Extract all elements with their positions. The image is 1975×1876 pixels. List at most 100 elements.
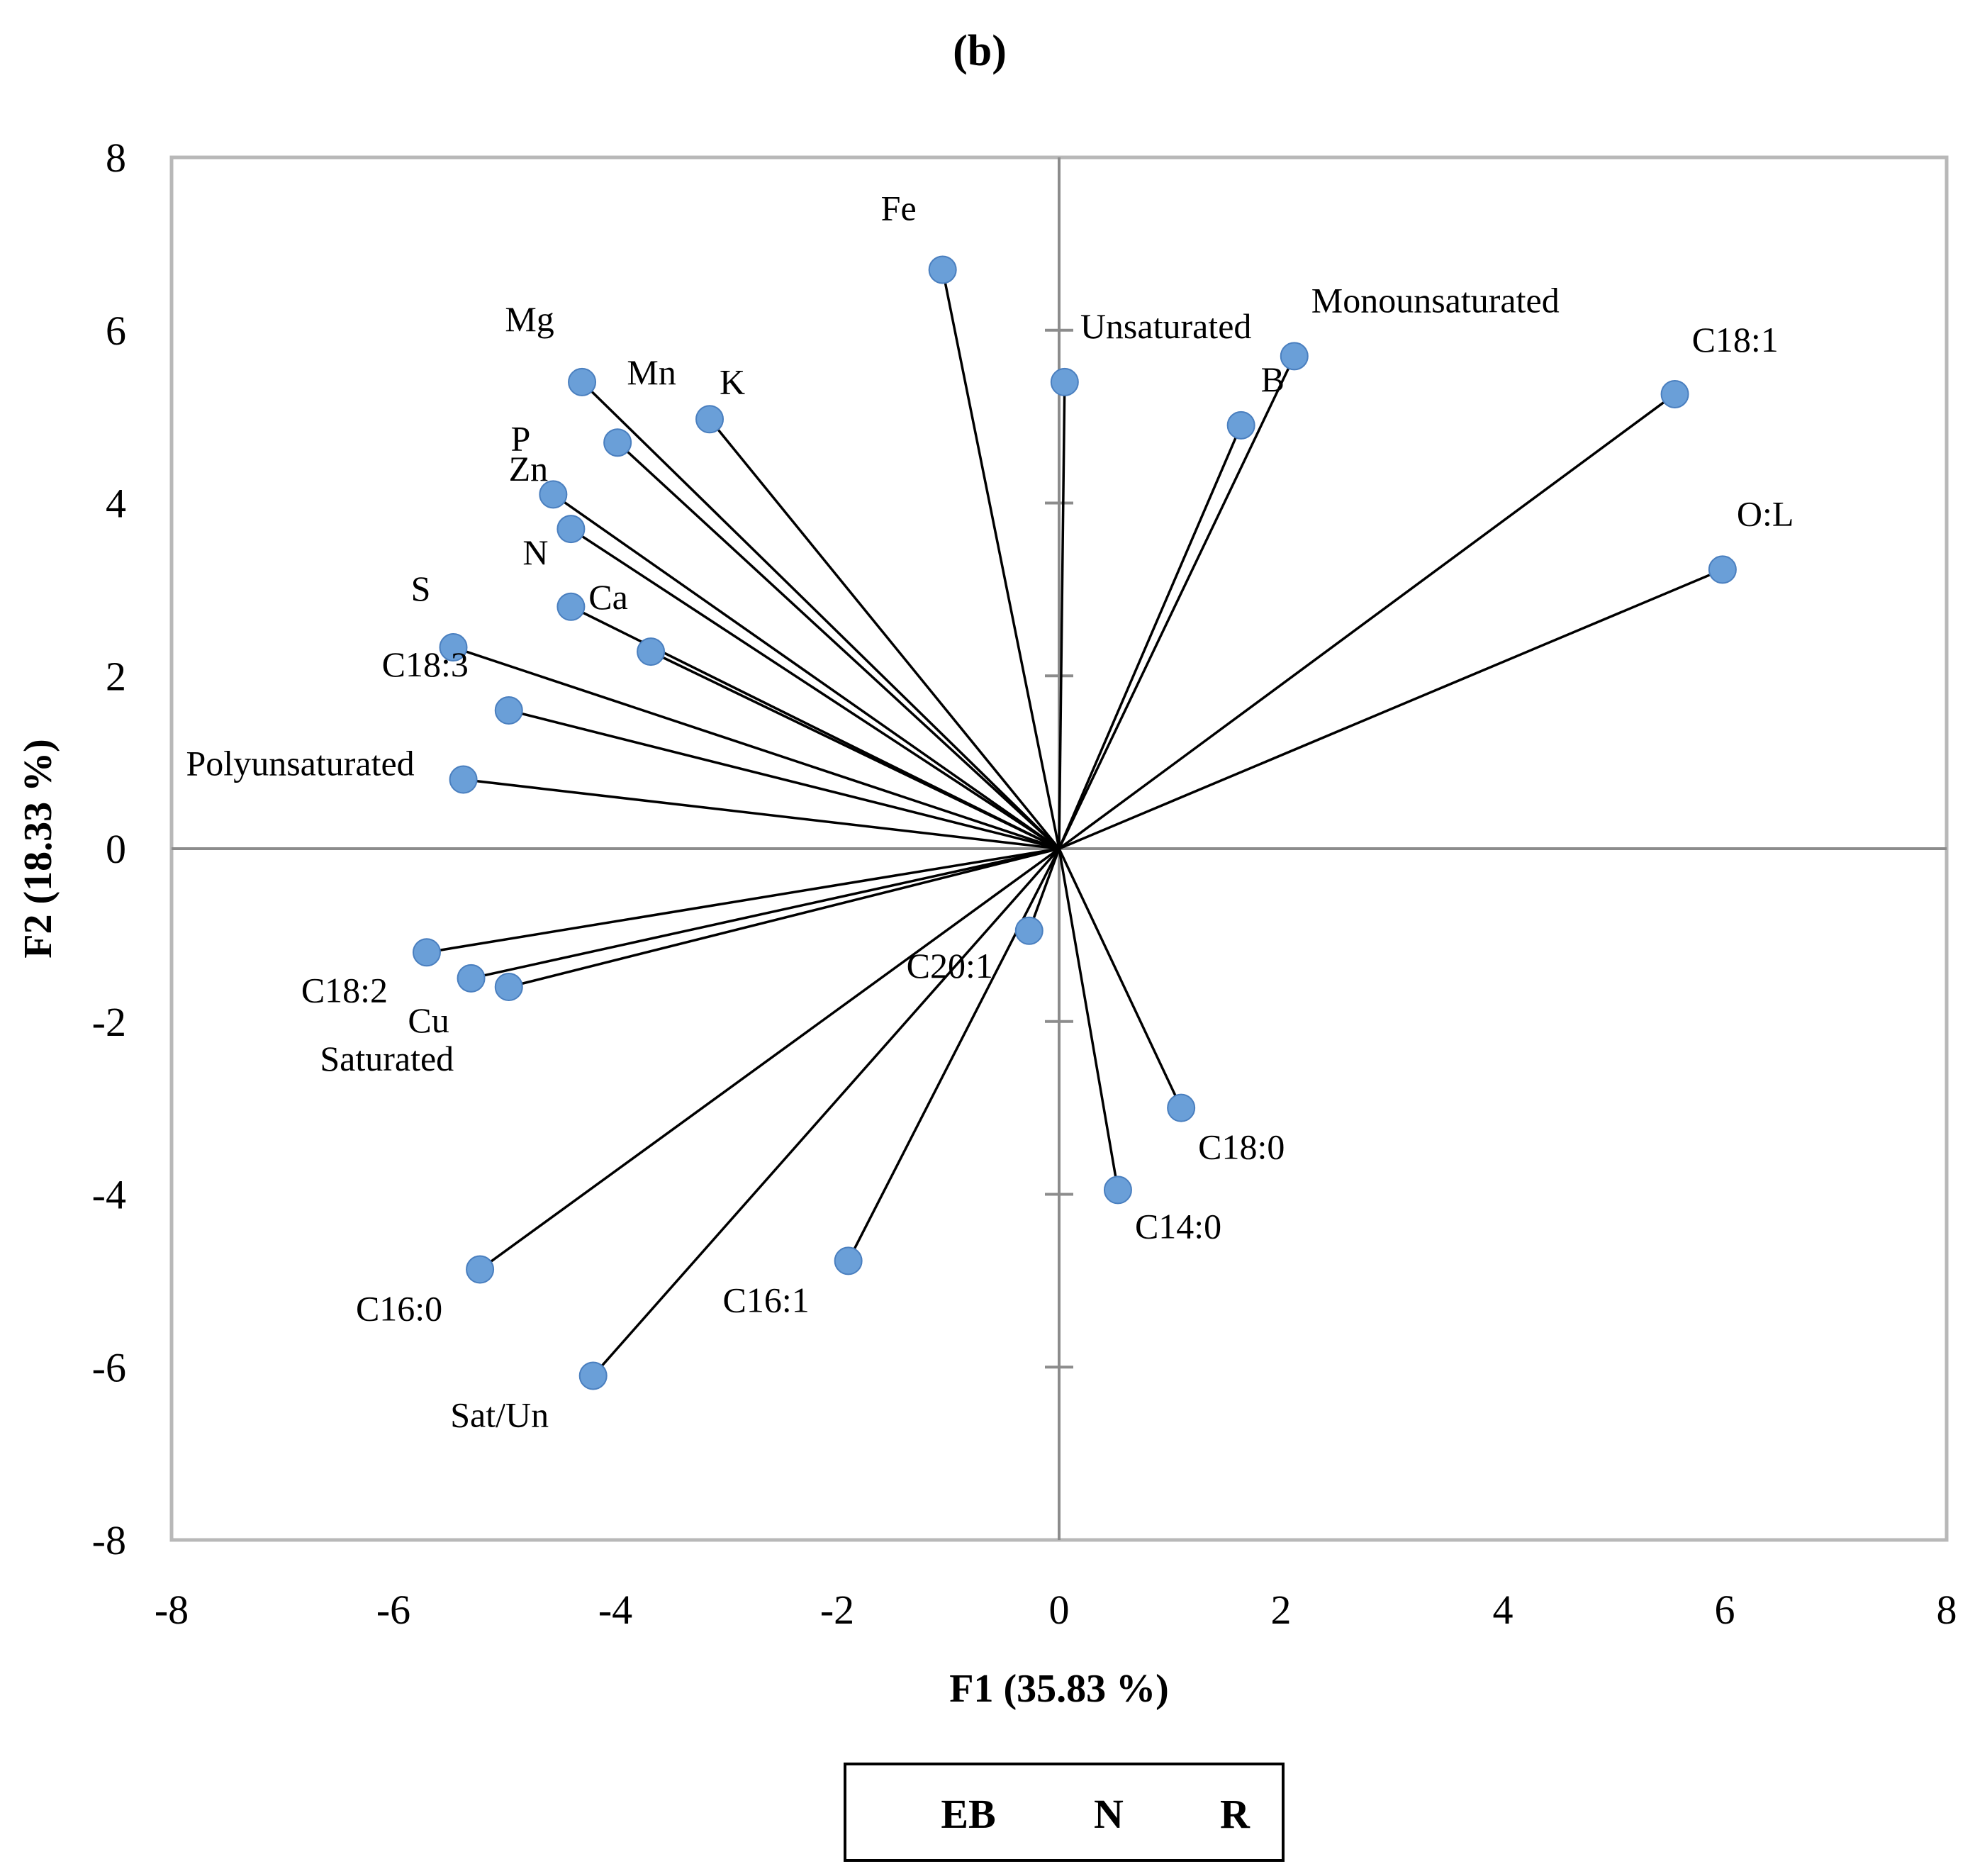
point-p	[539, 480, 568, 509]
point-n	[556, 592, 586, 621]
point-c18-1	[1660, 379, 1689, 408]
label-cu: Cu	[408, 1000, 449, 1040]
x-tick-label: -4	[598, 1587, 632, 1633]
y-tick-label: -8	[92, 1517, 126, 1563]
label-ca: Ca	[588, 577, 628, 617]
y-tick-label: 2	[106, 653, 126, 699]
legend-item-eb: EB	[941, 1791, 995, 1837]
vector-monounsaturated	[1058, 355, 1296, 849]
y-tick-label: 0	[106, 826, 126, 872]
x-tick-label: 0	[1049, 1587, 1070, 1633]
vector-c16-0	[479, 847, 1061, 1271]
label-c16-0: C16:0	[356, 1289, 442, 1329]
label-n: N	[522, 532, 548, 572]
point-fe	[928, 255, 957, 284]
vector-c18-3	[508, 709, 1060, 850]
y-tick-label: 6	[106, 308, 126, 354]
y-tick-label: -6	[92, 1344, 126, 1390]
label-c16-1: C16:1	[723, 1280, 810, 1319]
label-fe: Fe	[881, 188, 917, 228]
vector-saturated	[508, 847, 1060, 988]
vector-mn	[616, 441, 1061, 850]
x-tick-label: 4	[1493, 1587, 1514, 1633]
vector-o-l	[1058, 568, 1723, 850]
label-p: P	[510, 418, 530, 458]
vector-fe	[941, 269, 1061, 849]
vector-p	[552, 493, 1061, 850]
label-b: B	[1261, 359, 1285, 399]
loading-points	[412, 255, 1737, 1390]
label-mg: Mg	[505, 299, 554, 339]
y-tick-label: 8	[106, 135, 126, 181]
x-tick-label: -6	[376, 1587, 410, 1633]
label-c20-1: C20:1	[907, 946, 993, 986]
point-mg	[568, 367, 597, 396]
point-saturated	[494, 973, 523, 1001]
y-tick-label: -4	[92, 1172, 126, 1218]
label-c18-0: C18:0	[1198, 1127, 1285, 1167]
tick-labels: -8 -6 -4 -2 0 2 4 6 8 8 6 4 2 0 -2 -4 -6 -8	[92, 135, 1957, 1633]
x-tick-label: -8	[155, 1587, 189, 1633]
label-c18-3: C18:3	[382, 644, 469, 684]
label-zn: Zn	[509, 449, 549, 488]
point-ca	[637, 637, 666, 666]
x-tick-label: 2	[1271, 1587, 1292, 1633]
y-axis-title: F2 (18.33 %)	[16, 739, 60, 959]
legend-item-n: N	[1094, 1791, 1124, 1837]
label-c14-0: C14:0	[1135, 1206, 1221, 1246]
loading-vectors	[426, 269, 1723, 1377]
label-c18-2: C18:2	[301, 970, 388, 1010]
vector-sat-un	[592, 847, 1061, 1377]
point-s	[439, 633, 468, 662]
x-tick-label: -2	[820, 1587, 854, 1633]
label-k: K	[720, 362, 745, 401]
vector-unsaturated	[1058, 381, 1066, 849]
legend-box	[844, 1763, 1285, 1862]
point-zn	[556, 515, 586, 544]
point-c18-3	[494, 696, 523, 725]
point-c20-1	[1014, 916, 1044, 945]
label-mn: Mn	[627, 352, 676, 392]
label-monounsaturated: Monounsaturated	[1311, 280, 1560, 320]
label-s: S	[411, 569, 431, 608]
legend-item-r: R	[1220, 1791, 1251, 1837]
label-saturated: Saturated	[320, 1039, 454, 1078]
label-c18-1: C18:1	[1692, 320, 1779, 359]
point-sat-un	[578, 1361, 608, 1390]
vector-c18-0	[1058, 848, 1182, 1109]
vector-c18-1	[1058, 393, 1676, 850]
y-axis-ticks	[1045, 328, 1073, 1369]
point-monounsaturated	[1280, 342, 1309, 371]
point-b	[1226, 411, 1255, 440]
label-sat-un: Sat/Un	[450, 1395, 549, 1434]
point-c16-1	[834, 1246, 863, 1275]
point-c16-0	[466, 1255, 495, 1284]
point-polyunsaturated	[449, 765, 478, 794]
point-c14-0	[1103, 1176, 1132, 1205]
vector-k	[708, 418, 1061, 850]
y-tick-label: 4	[106, 481, 126, 527]
point-c18-2	[412, 938, 441, 967]
vector-c16-1	[847, 848, 1061, 1262]
vector-c20-1	[1028, 848, 1061, 932]
point-unsaturated	[1050, 367, 1079, 396]
x-tick-label: 8	[1937, 1587, 1957, 1633]
point-o-l	[1708, 555, 1737, 584]
x-tick-label: 6	[1715, 1587, 1735, 1633]
vector-c18-2	[426, 847, 1060, 954]
point-cu	[457, 964, 486, 993]
point-mn	[603, 428, 632, 457]
point-c18-0	[1167, 1093, 1196, 1122]
vector-polyunsaturated	[463, 778, 1060, 850]
vector-s	[452, 646, 1060, 850]
label-unsaturated: Unsaturated	[1080, 306, 1252, 346]
vector-zn	[570, 527, 1060, 850]
x-axis-title: F1 (35.83 %)	[949, 1667, 1169, 1711]
vector-ca	[650, 650, 1060, 850]
vector-cu	[471, 847, 1060, 980]
chart-title: (b)	[953, 27, 1007, 75]
vector-mg	[581, 381, 1061, 850]
vector-c14-0	[1058, 848, 1119, 1190]
vector-b	[1058, 425, 1243, 849]
